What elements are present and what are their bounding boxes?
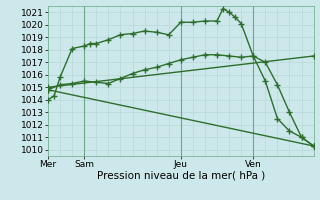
- X-axis label: Pression niveau de la mer( hPa ): Pression niveau de la mer( hPa ): [97, 171, 265, 181]
